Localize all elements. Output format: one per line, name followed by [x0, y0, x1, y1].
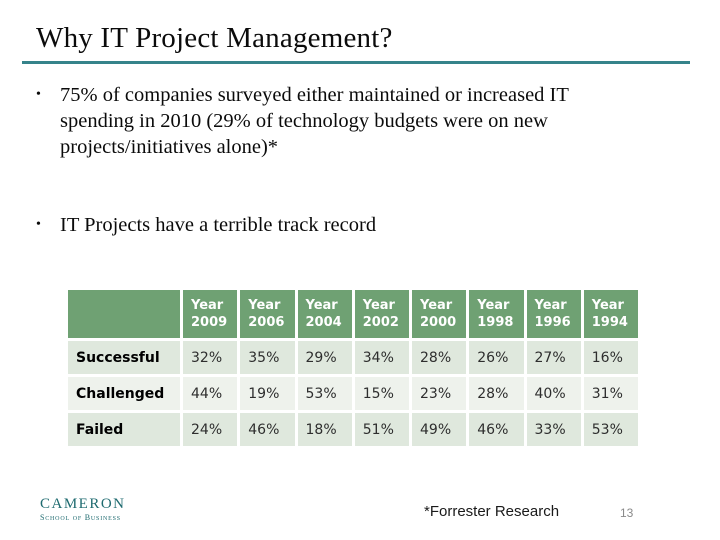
table-header-cell: Year 2004 [294, 287, 355, 341]
table-cell: 27% [523, 338, 584, 377]
page-number: 13 [620, 506, 634, 520]
table-cell: 40% [523, 374, 584, 413]
table-cell: 28% [466, 374, 527, 413]
table-header-cell: Year 2006 [237, 287, 298, 341]
table-cell: 51% [351, 410, 413, 449]
table-cell: 15% [351, 374, 413, 413]
table-cell: 35% [237, 338, 298, 377]
project-track-record-table: Year 2009 Year 2006 Year 2004 Year 2002 … [65, 287, 642, 449]
table-cell: 34% [351, 338, 413, 377]
table-cell: 32% [179, 338, 241, 377]
table-cell: 53% [580, 410, 642, 449]
bullet-icon: • [36, 87, 41, 102]
table-cell: 46% [237, 410, 298, 449]
table-cell: 33% [523, 410, 584, 449]
bullet-text: IT Projects have a terrible track record [60, 214, 377, 236]
row-label: Failed [65, 410, 183, 449]
table-cell: 18% [294, 410, 355, 449]
table-header-cell: Year 2000 [408, 287, 470, 341]
table-cell: 19% [237, 374, 298, 413]
table-cell: 49% [408, 410, 470, 449]
bullet-item: • IT Projects have a terrible track reco… [36, 212, 632, 238]
table-corner-cell [65, 287, 183, 341]
row-label: Successful [65, 338, 183, 377]
table-cell: 24% [179, 410, 241, 449]
table-row: Challenged 44% 19% 53% 15% 23% 28% 40% 3… [65, 374, 642, 413]
table-header-row: Year 2009 Year 2006 Year 2004 Year 2002 … [65, 287, 642, 341]
table-cell: 29% [294, 338, 355, 377]
bullet-icon: • [36, 217, 41, 232]
table-cell: 16% [580, 338, 642, 377]
table-cell: 26% [466, 338, 527, 377]
bullet-text: 75% of companies surveyed either maintai… [60, 84, 569, 158]
logo-primary-text: CAMERON [40, 496, 126, 512]
table-row: Failed 24% 46% 18% 51% 49% 46% 33% 53% [65, 410, 642, 449]
table-header-cell: Year 1994 [580, 287, 642, 341]
source-attribution: *Forrester Research [424, 503, 560, 520]
cameron-school-logo: CAMERON School of Business [40, 496, 126, 523]
table-cell: 28% [408, 338, 470, 377]
table-cell: 23% [408, 374, 470, 413]
bullet-list: • 75% of companies surveyed either maint… [36, 82, 632, 238]
title-underline [22, 61, 690, 64]
table-header-cell: Year 1998 [466, 287, 527, 341]
page-title: Why IT Project Management? [36, 22, 393, 54]
table-row: Successful 32% 35% 29% 34% 28% 26% 27% 1… [65, 338, 642, 377]
table-header-cell: Year 2009 [179, 287, 241, 341]
table-cell: 44% [179, 374, 241, 413]
table-header-cell: Year 1996 [523, 287, 584, 341]
table-cell: 53% [294, 374, 355, 413]
table-header-cell: Year 2002 [351, 287, 413, 341]
bullet-item: • 75% of companies surveyed either maint… [36, 82, 632, 160]
row-label: Challenged [65, 374, 183, 413]
table-cell: 46% [466, 410, 527, 449]
logo-secondary-text: School of Business [40, 513, 121, 522]
table-cell: 31% [580, 374, 642, 413]
